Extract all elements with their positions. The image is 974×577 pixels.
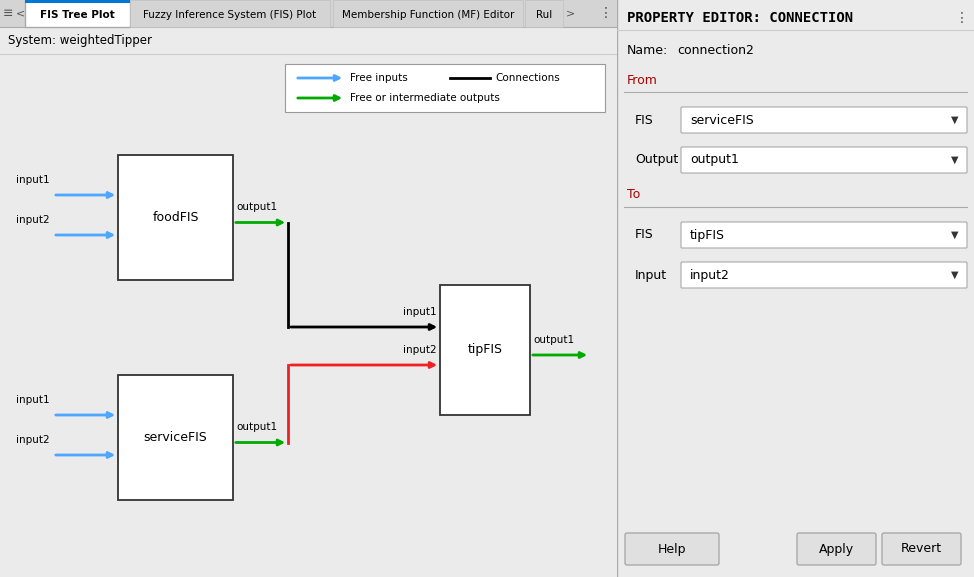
Text: Input: Input: [635, 268, 667, 282]
Text: <: <: [16, 9, 25, 18]
Bar: [285, 64, 605, 112]
Bar: [0, 27, 617, 54]
FancyBboxPatch shape: [681, 262, 967, 288]
Bar: [25, 0, 130, 3]
Text: Membership Function (MF) Editor: Membership Function (MF) Editor: [342, 9, 514, 20]
Text: output1: output1: [533, 335, 574, 345]
Text: Connections: Connections: [495, 73, 560, 83]
FancyBboxPatch shape: [625, 533, 719, 565]
Text: input2: input2: [17, 435, 50, 445]
Text: ⋮: ⋮: [599, 6, 613, 21]
Text: Help: Help: [657, 542, 687, 556]
Text: ▼: ▼: [951, 230, 958, 240]
Text: serviceFIS: serviceFIS: [690, 114, 754, 126]
Bar: [440, 285, 530, 415]
Text: tipFIS: tipFIS: [468, 343, 503, 357]
Text: serviceFIS: serviceFIS: [143, 431, 207, 444]
Text: ▼: ▼: [951, 115, 958, 125]
Text: FIS Tree Plot: FIS Tree Plot: [40, 9, 115, 20]
Bar: [118, 375, 233, 500]
Text: input2: input2: [17, 215, 50, 225]
Bar: [333, 0, 523, 27]
Bar: [525, 0, 563, 27]
Text: Output: Output: [635, 153, 678, 167]
FancyBboxPatch shape: [681, 107, 967, 133]
Text: output1: output1: [236, 203, 278, 212]
Text: Apply: Apply: [819, 542, 854, 556]
FancyBboxPatch shape: [882, 533, 961, 565]
Text: Free inputs: Free inputs: [350, 73, 408, 83]
Text: Name:: Name:: [627, 43, 668, 57]
Text: ≡: ≡: [3, 7, 14, 20]
Bar: [130, 0, 330, 27]
Text: Fuzzy Inference System (FIS) Plot: Fuzzy Inference System (FIS) Plot: [143, 9, 317, 20]
Bar: [118, 155, 233, 280]
Text: tipFIS: tipFIS: [690, 228, 725, 242]
Text: foodFIS: foodFIS: [152, 211, 199, 224]
Bar: [0, 0, 617, 27]
Text: PROPERTY EDITOR: CONNECTION: PROPERTY EDITOR: CONNECTION: [627, 11, 853, 25]
Text: output1: output1: [690, 153, 739, 167]
Text: output1: output1: [236, 422, 278, 433]
Text: Rul: Rul: [536, 9, 552, 20]
FancyBboxPatch shape: [797, 533, 876, 565]
Text: connection2: connection2: [677, 43, 754, 57]
Text: ⋮: ⋮: [955, 11, 969, 25]
FancyBboxPatch shape: [681, 147, 967, 173]
Bar: [25, 0, 130, 27]
Text: System: weightedTipper: System: weightedTipper: [8, 34, 152, 47]
Text: FIS: FIS: [635, 228, 654, 242]
FancyBboxPatch shape: [681, 222, 967, 248]
Text: >: >: [566, 9, 576, 18]
Text: input1: input1: [17, 175, 50, 185]
Text: input1: input1: [17, 395, 50, 405]
Text: ▼: ▼: [951, 155, 958, 165]
Text: Revert: Revert: [901, 542, 942, 556]
Text: To: To: [627, 189, 640, 201]
Text: input2: input2: [403, 345, 437, 355]
Text: input2: input2: [690, 268, 730, 282]
Text: From: From: [627, 73, 657, 87]
Text: FIS: FIS: [635, 114, 654, 126]
Text: Free or intermediate outputs: Free or intermediate outputs: [350, 93, 500, 103]
Text: ▼: ▼: [951, 270, 958, 280]
Text: input1: input1: [403, 307, 437, 317]
